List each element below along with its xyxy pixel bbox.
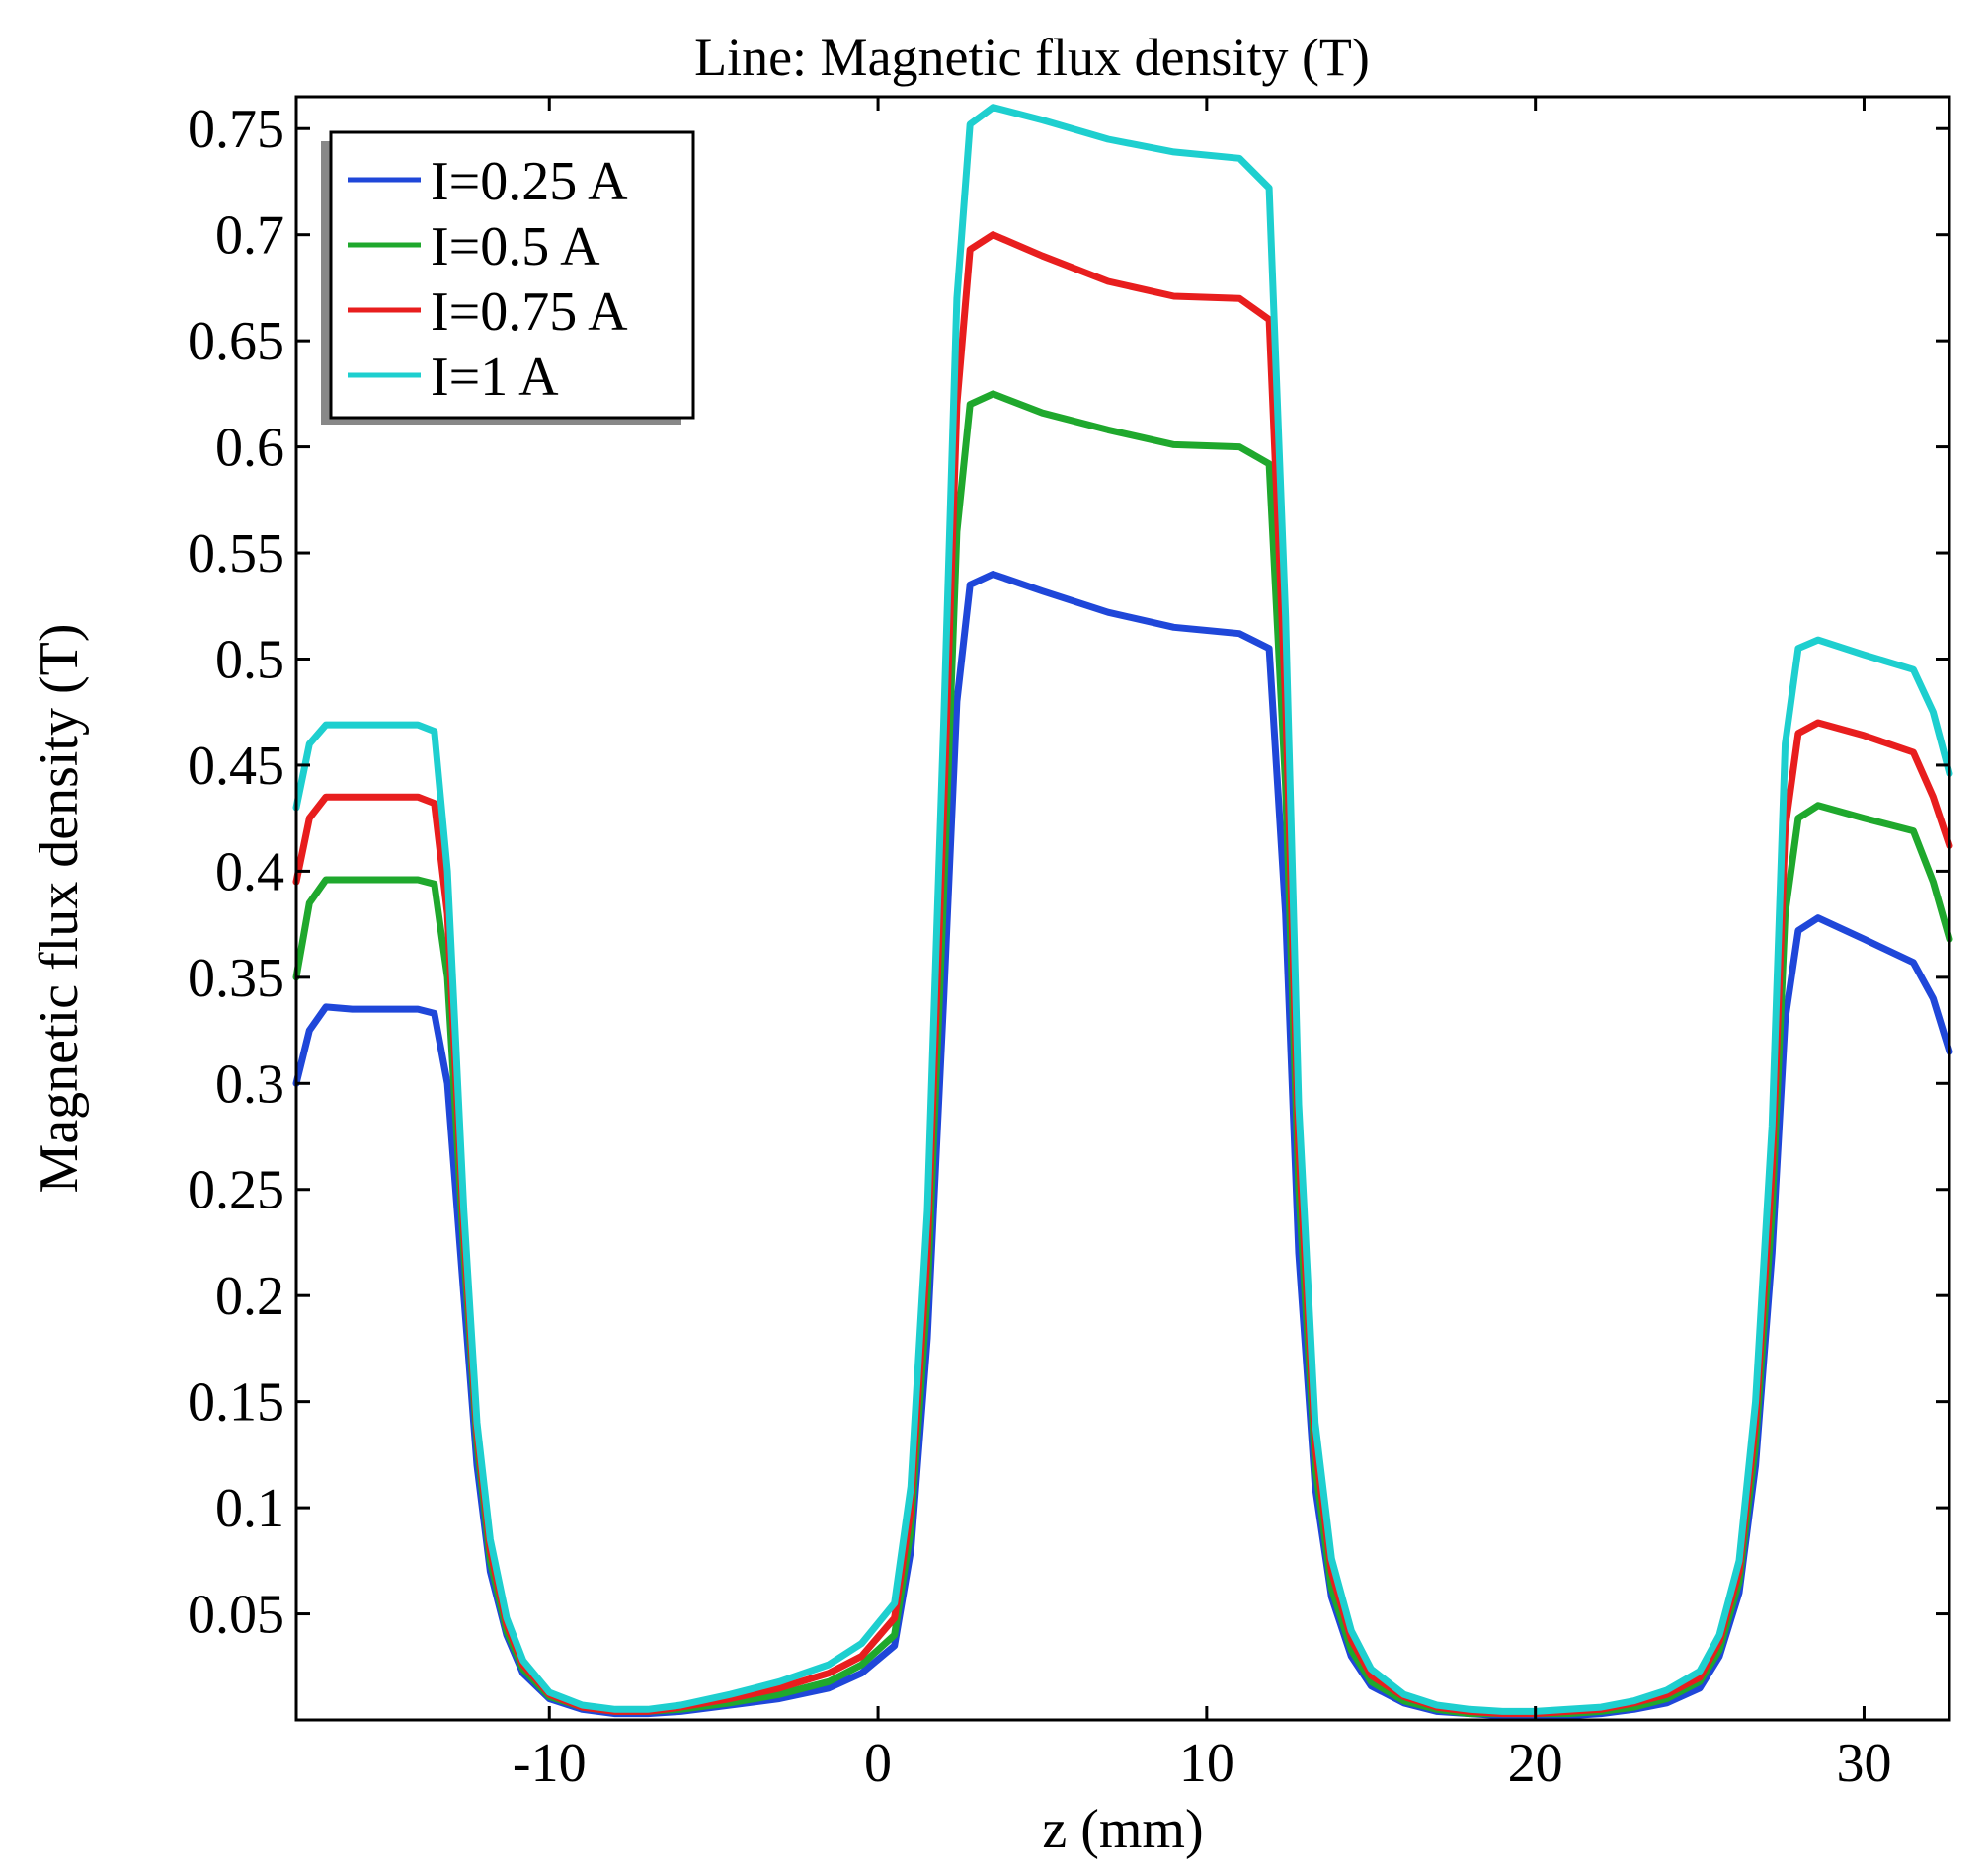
chart-title: Line: Magnetic flux density (T)	[694, 28, 1370, 87]
y-tick-label: 0.35	[188, 948, 284, 1009]
y-tick-label: 0.7	[215, 205, 284, 267]
y-tick-label: 0.45	[188, 736, 284, 797]
legend: I=0.25 AI=0.5 AI=0.75 AI=1 A	[321, 130, 695, 425]
y-axis-label: Magnetic flux density (T)	[29, 624, 90, 1194]
x-tick-label: 10	[1179, 1733, 1234, 1794]
y-tick-label: 0.3	[215, 1053, 284, 1115]
x-tick-label: 20	[1508, 1733, 1563, 1794]
y-tick-label: 0.75	[188, 99, 284, 160]
legend-label-1: I=0.25 A	[431, 151, 628, 212]
series-layer	[292, 104, 1953, 1720]
series-line-4	[292, 104, 1953, 1715]
x-tick-label: 0	[864, 1733, 892, 1794]
y-tick-label: 0.1	[215, 1478, 284, 1539]
x-axis-label: z (mm)	[1042, 1799, 1203, 1860]
y-tick-label: 0.5	[215, 629, 284, 690]
legend-label-2: I=0.5 A	[431, 216, 600, 277]
y-tick-label: 0.05	[188, 1585, 284, 1646]
y-tick-label: 0.2	[215, 1266, 284, 1327]
y-tick-label: 0.6	[215, 418, 284, 479]
legend-label-3: I=0.75 A	[431, 281, 628, 343]
x-tick-label: -10	[513, 1733, 587, 1794]
y-tick-label: 0.4	[215, 841, 284, 902]
y-tick-label: 0.15	[188, 1372, 284, 1434]
y-tick-label: 0.55	[188, 523, 284, 584]
legend-entries: I=0.25 AI=0.5 AI=0.75 AI=1 A	[348, 151, 628, 408]
tick-layer: -10 0 10 20 30 0.05 0.1 0.15 0.2 0.25 0.3 0.35 0.4 0.…	[188, 97, 1949, 1794]
y-tick-label: 0.25	[188, 1160, 284, 1221]
y-tick-label: 0.65	[188, 311, 284, 372]
x-tick-label: 30	[1836, 1733, 1891, 1794]
plot-frame	[294, 95, 1951, 1722]
legend-label-4: I=1 A	[431, 347, 559, 408]
